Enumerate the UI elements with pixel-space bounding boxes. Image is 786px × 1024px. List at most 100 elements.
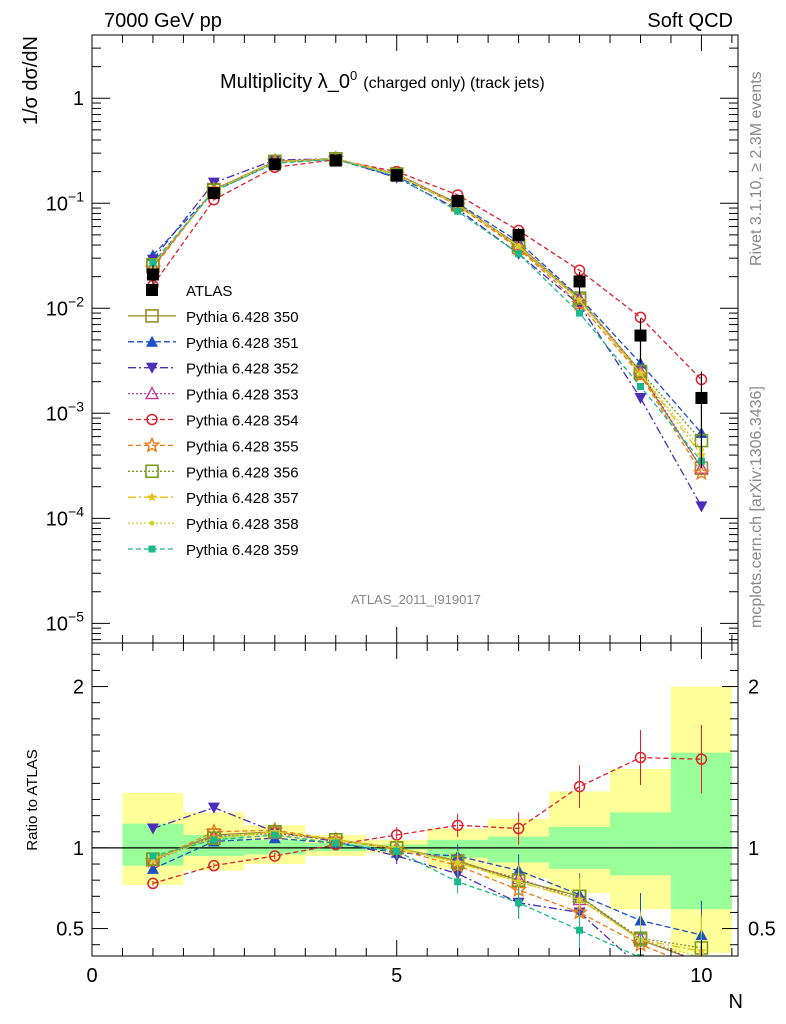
data-point	[329, 154, 342, 167]
data-point	[390, 169, 403, 182]
y-tick-label-right: 1	[748, 838, 759, 860]
y-tick-label: 10−2	[46, 293, 84, 320]
data-point	[516, 243, 522, 249]
series-line	[152, 158, 702, 462]
legend-marker	[148, 545, 156, 553]
data-point	[693, 464, 710, 481]
ratio-point	[695, 990, 707, 1001]
series-line	[152, 158, 702, 451]
y-tick-label: 10−4	[46, 503, 84, 530]
uncertainty-band-inner	[610, 812, 671, 876]
x-tick-label: 10	[690, 965, 712, 987]
ratio-point	[144, 851, 162, 868]
side-label-rivet: Rivet 3.1.10, ≥ 2.3M events	[748, 71, 765, 266]
legend-marker	[146, 413, 158, 426]
ratio-point	[393, 847, 401, 855]
ratio-line	[152, 834, 639, 956]
ratio-point	[512, 822, 525, 835]
data-point	[576, 309, 584, 317]
ratio-point	[208, 859, 220, 872]
ratio-line	[152, 829, 671, 956]
legend-marker	[146, 335, 158, 347]
y-tick-label: 10−5	[46, 608, 84, 635]
main-y-axis-label: 1/σ dσ/dN	[20, 36, 42, 125]
legend-item: Pythia 6.428 352	[128, 361, 299, 378]
data-point	[695, 391, 708, 404]
data-point	[634, 392, 647, 404]
series-pythia-6.428-352	[146, 153, 708, 513]
legend-label: Pythia 6.428 359	[186, 542, 299, 559]
header-right: Soft QCD	[647, 10, 733, 32]
ratio-point	[634, 962, 646, 973]
legend-marker	[145, 464, 159, 479]
legend-marker	[146, 284, 158, 296]
series-pythia-6.428-358	[150, 156, 704, 453]
ratio-point	[451, 819, 464, 832]
ratio-axes: 0 5 10 0.5 0.5 1 1 2 2	[56, 643, 776, 987]
chart-title: Multiplicity λ_00 (charged only) (track j…	[220, 68, 545, 93]
header-left: 7000 GeV pp	[104, 10, 222, 32]
data-point	[633, 364, 648, 379]
data-point	[268, 158, 281, 171]
legend-item: Pythia 6.428 359	[128, 542, 299, 559]
data-point	[637, 370, 643, 376]
legend-marker	[143, 436, 161, 453]
legend-marker	[146, 362, 158, 374]
legend-item: Pythia 6.428 353	[128, 386, 299, 404]
legend-label: Pythia 6.428 351	[186, 335, 299, 352]
ratio-point	[269, 850, 281, 862]
ratio-point	[146, 823, 159, 835]
series-line	[152, 158, 702, 456]
legend-label: ATLAS	[186, 283, 232, 300]
uncertainty-band-inner	[244, 839, 306, 855]
legend-label: Pythia 6.428 350	[186, 309, 299, 326]
data-point	[451, 195, 464, 208]
ratio-point	[516, 879, 522, 885]
chart-title-main: Multiplicity λ_0	[220, 71, 350, 93]
ratio-line	[152, 831, 699, 956]
y-tick-label: 10−3	[46, 398, 84, 425]
ratio-point	[695, 753, 708, 765]
data-point	[695, 501, 708, 513]
data-point	[146, 268, 159, 281]
x-tick-label: 0	[86, 965, 97, 987]
data-point	[632, 366, 649, 383]
data-point	[571, 295, 588, 312]
legend-item: Pythia 6.428 357	[128, 490, 299, 507]
ratio-point	[454, 878, 462, 886]
chart-title-suffix: (charged only) (track jets)	[363, 75, 544, 92]
ratio-point	[207, 802, 220, 814]
legend-label: Pythia 6.428 356	[186, 464, 299, 481]
data-point	[573, 275, 586, 288]
y-tick-label-right: 2	[748, 677, 759, 699]
data-point	[454, 207, 462, 215]
ratio-point	[515, 899, 523, 907]
legend-item-atlas: ATLAS	[146, 283, 232, 300]
data-point	[149, 259, 157, 267]
y-tick-label: 1	[73, 88, 84, 110]
ratio-point	[332, 839, 340, 847]
legend-label: Pythia 6.428 355	[186, 438, 299, 455]
ratio-point	[634, 751, 647, 764]
legend-marker	[147, 492, 157, 502]
ratio-point	[271, 831, 279, 839]
ratio-line	[152, 831, 702, 952]
legend-item: Pythia 6.428 351	[128, 335, 299, 352]
data-point	[515, 250, 523, 258]
legend-label: Pythia 6.428 352	[186, 361, 299, 378]
ratio-series-pythia-6.428-354	[147, 724, 708, 890]
y-tick-label-left: 0.5	[56, 919, 84, 941]
ratio-point	[146, 862, 159, 874]
series-line	[152, 159, 702, 380]
legend-label: Pythia 6.428 354	[186, 413, 299, 430]
series-atlas	[146, 154, 708, 469]
y-tick-label-right: 0.5	[748, 919, 776, 941]
legend-item: Pythia 6.428 356	[128, 464, 299, 481]
legend: ATLAS Pythia 6.428 350 Pythia 6.428 351 Pyt…	[128, 283, 299, 559]
data-point	[512, 228, 525, 241]
legend-label: Pythia 6.428 358	[186, 516, 299, 533]
side-label-mcplots: mcplots.cern.ch [arXiv:1306.3436]	[748, 386, 765, 628]
x-tick-label: 5	[391, 965, 402, 987]
legend-item: Pythia 6.428 354	[128, 413, 299, 430]
main-axes: 1 10−1 10−2 10−3 10−4 10−5	[46, 34, 738, 643]
